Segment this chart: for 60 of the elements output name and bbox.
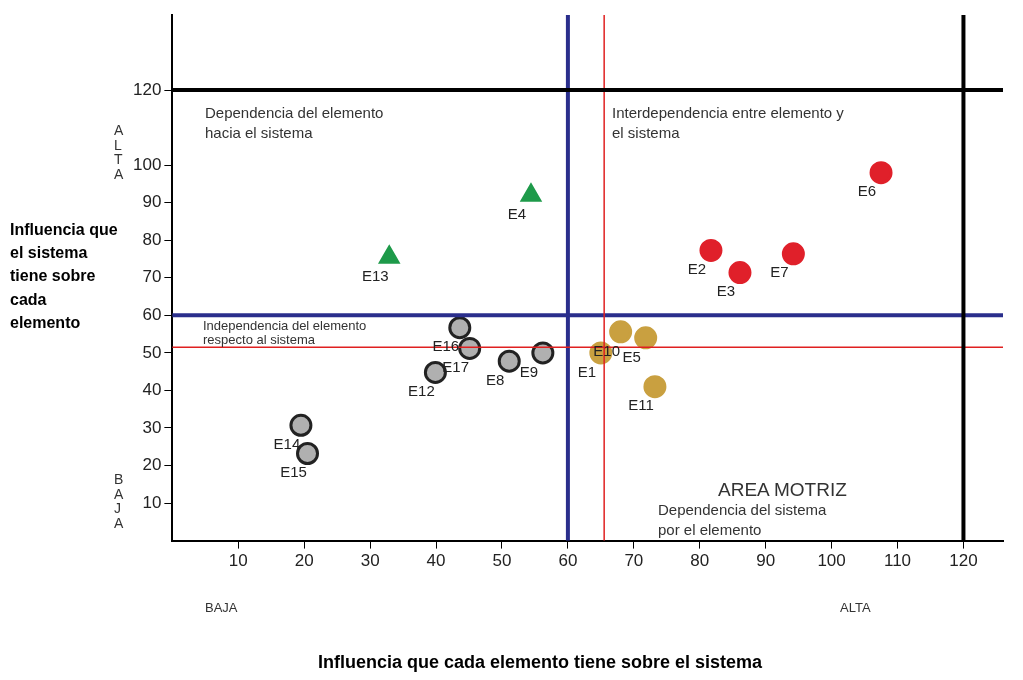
annotation: E15 [280, 463, 307, 481]
annotation: E8 [486, 370, 505, 388]
annotation: Independencia del elemento respecto al sistema [203, 318, 368, 348]
x-tick-label: 50 [492, 551, 512, 571]
point [448, 316, 472, 340]
point [634, 326, 658, 350]
y-tick-label: 60 [142, 305, 162, 325]
y-tick-label: 50 [142, 342, 162, 362]
x-tick-label: 20 [294, 551, 314, 571]
annotation: E4 [507, 204, 527, 222]
y-tick-label: 20 [142, 455, 162, 475]
point [531, 341, 555, 365]
y-tick-label: 120 [132, 79, 162, 99]
annotation: E6 [857, 182, 877, 200]
annotation: E3 [716, 282, 736, 300]
annotation: E14 [273, 434, 301, 452]
point [643, 375, 667, 399]
y-tick-label: 40 [142, 380, 162, 400]
x-tick-label: 40 [426, 551, 446, 571]
x-axis-title: Influencia que cada elemento tiene sobre el sistema [316, 652, 764, 673]
annotation: E2 [687, 260, 707, 278]
point [869, 161, 893, 185]
x-tick-label: 100 [817, 551, 846, 571]
annotation: E5 [622, 347, 641, 365]
annotation: E11 [628, 396, 654, 414]
annotation: Dependencia del sistema por el elemento [658, 500, 828, 539]
point [289, 413, 313, 437]
x-tick-label: 30 [360, 551, 380, 571]
point [699, 238, 723, 262]
x-tick-label: 120 [949, 551, 978, 571]
y-tick-label: 80 [142, 229, 162, 249]
y-tick-label: 100 [132, 154, 162, 174]
text: BAJA [205, 600, 239, 617]
y-tick-label: 10 [142, 492, 162, 512]
annotation: AREA MOTRIZ [718, 478, 848, 502]
text: ALTA [114, 122, 125, 183]
point [781, 242, 805, 266]
annotation: E13 [361, 266, 389, 284]
x-tick-label: 60 [558, 551, 578, 571]
annotation: E1 [577, 362, 597, 380]
annotation: E12 [408, 382, 435, 400]
x-tick-label: 70 [624, 551, 644, 571]
point [458, 336, 482, 360]
point [728, 261, 752, 285]
x-tick-label: 10 [228, 551, 248, 571]
y-axis-title: Influencia que el sistema tiene sobre cada elemento [10, 220, 119, 333]
x-tick-label: 80 [690, 551, 710, 571]
annotation: Interdependencia entre elemento y el sistema [612, 103, 845, 142]
y-tick-label: 70 [142, 267, 162, 287]
point [497, 349, 521, 373]
point [609, 320, 633, 344]
text: BAJA [114, 471, 125, 532]
text: ALTA [840, 600, 872, 617]
x-tick-label: 110 [883, 551, 912, 571]
x-tick-label: 90 [756, 551, 776, 571]
y-tick-label: 90 [142, 192, 162, 212]
annotation: E9 [519, 362, 539, 380]
annotation: Dependencia del elemento hacia el sistema [205, 103, 385, 142]
y-tick-label: 30 [142, 417, 162, 437]
annotation: E7 [770, 263, 789, 281]
